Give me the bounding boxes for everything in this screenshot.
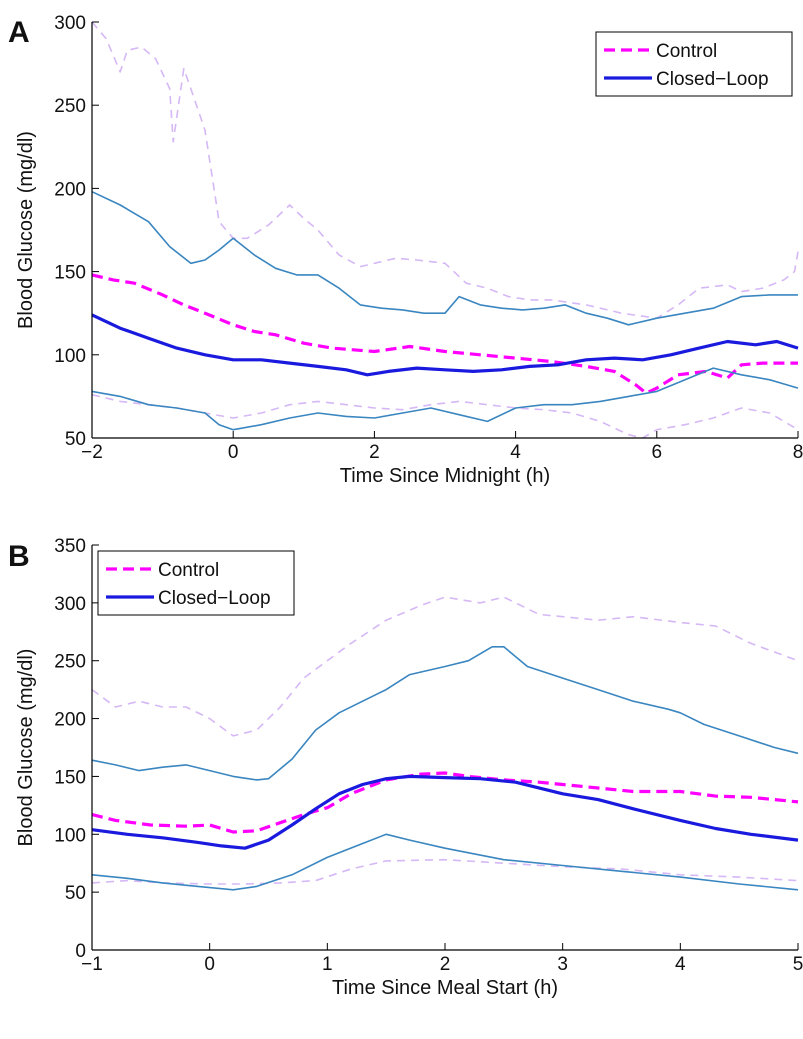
panel-b-series-closed-loop-mean bbox=[91, 774, 799, 850]
panel-a-x-tick-label: 0 bbox=[228, 442, 239, 463]
panel-b-x-tick-label: 1 bbox=[322, 954, 333, 975]
panel-b-x-tick-label: 3 bbox=[557, 954, 568, 975]
panel-a-y-tick-label: 200 bbox=[54, 179, 86, 200]
panel-b-y-axis-label: Blood Glucose (mg/dl) bbox=[15, 649, 37, 847]
panel-b-legend-label: Control bbox=[158, 560, 219, 581]
panel-b-y-tick-label: 50 bbox=[65, 883, 86, 904]
panel-b-letter: B bbox=[8, 540, 30, 573]
panel-a-y-tick-label: 50 bbox=[65, 429, 86, 450]
panel-b-x-tick-label: 4 bbox=[675, 954, 686, 975]
panel-a-x-tick-label: 6 bbox=[652, 442, 663, 463]
panel-a-x-tick-label: 8 bbox=[793, 442, 803, 463]
panel-a-y-tick-label: 100 bbox=[54, 346, 86, 367]
panel-b-series-control-upper-band bbox=[91, 596, 799, 737]
panel-a-x-tick-label: −2 bbox=[81, 442, 103, 463]
panel-a-legend-label: Closed−Loop bbox=[656, 69, 769, 90]
panel-a-x-tick-label: 2 bbox=[369, 442, 380, 463]
panel-a-legend-label: Control bbox=[656, 41, 717, 62]
panel-b-legend-box bbox=[97, 550, 295, 616]
panel-a-y-axis-label: Blood Glucose (mg/dl) bbox=[15, 131, 37, 329]
panel-b-x-tick-label: −1 bbox=[81, 954, 103, 975]
panel-b-x-tick-label: 0 bbox=[204, 954, 215, 975]
panel-a-series-control-mean bbox=[91, 273, 798, 395]
panel-a: A −2 0 2 4 6 8 50 100 150 200 250 300 Time Since Midn… bbox=[8, 13, 803, 487]
panel-b-y-tick-label: 200 bbox=[54, 710, 86, 731]
panel-a-letter: A bbox=[8, 16, 30, 49]
panel-a-x-axis-label: Time Since Midnight (h) bbox=[340, 465, 550, 487]
panel-b-y-tick-label: 300 bbox=[54, 594, 86, 615]
panel-b-y-tick-label: 150 bbox=[54, 767, 86, 788]
panel-a-y-tick-label: 150 bbox=[54, 263, 86, 284]
panel-a-series-closed-loop-mean bbox=[91, 313, 799, 377]
panel-a-y-tick-label: 300 bbox=[54, 13, 86, 34]
panel-b-legend-label: Closed−Loop bbox=[158, 588, 271, 609]
panel-b-x-tick-label: 5 bbox=[793, 954, 803, 975]
panel-b-y-tick-label: 250 bbox=[54, 652, 86, 673]
panel-a-y-tick-label: 250 bbox=[54, 96, 86, 117]
panel-b-x-tick-label: 2 bbox=[440, 954, 451, 975]
panel-a-x-tick-label: 4 bbox=[510, 442, 521, 463]
panel-a-legend-box bbox=[595, 31, 793, 97]
panel-a-series-closed-loop-upper-band bbox=[91, 190, 798, 326]
panel-b-y-tick-label: 0 bbox=[75, 941, 86, 962]
panel-b-x-axis-label: Time Since Meal Start (h) bbox=[332, 977, 558, 999]
panel-b-series-closed-loop-lower-band bbox=[91, 833, 799, 891]
panel-b-series-closed-loop-upper-band bbox=[91, 646, 799, 781]
panel-b-y-tick-label: 100 bbox=[54, 825, 86, 846]
panel-a-series-closed-loop-lower-band bbox=[91, 367, 799, 431]
panel-b-series-control-lower-band bbox=[91, 858, 799, 885]
panel-a-series-control-upper-band bbox=[91, 21, 799, 319]
panel-b-y-tick-label: 350 bbox=[54, 536, 86, 557]
